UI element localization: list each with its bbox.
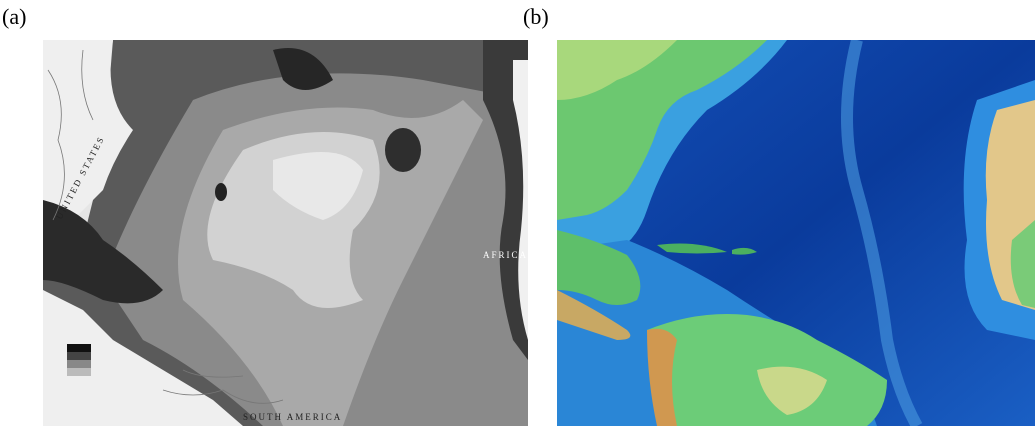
legend	[67, 344, 91, 376]
page: (a) (b) UNITED STATES SOUTH AMERICA AFRI…	[0, 0, 1035, 426]
panel-label: (b)	[523, 4, 549, 30]
depth-patch	[385, 128, 421, 172]
place-label: AFRICA	[483, 250, 528, 260]
panel-label: (a)	[2, 4, 26, 30]
bathymetric-chart: UNITED STATES SOUTH AMERICA AFRICA	[43, 40, 528, 426]
place-label: SOUTH AMERICA	[243, 412, 342, 422]
depth-patch	[215, 183, 227, 201]
relief-map	[557, 40, 1035, 426]
